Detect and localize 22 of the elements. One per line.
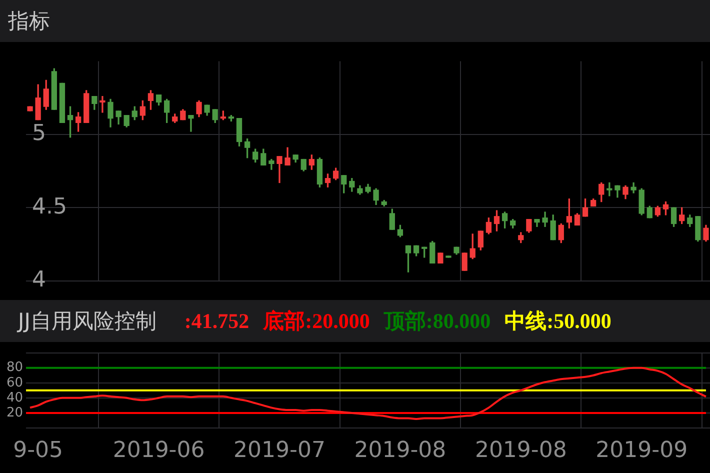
candlestick xyxy=(188,115,194,132)
ref-line-label: 中线:50.000 xyxy=(504,308,612,335)
x-tick-label: 2019-08 xyxy=(354,438,446,463)
x-tick-label: 9-05 xyxy=(13,438,64,463)
x-tick-label: 2019-09 xyxy=(596,438,688,463)
y-tick-label: 5 xyxy=(32,121,46,146)
y-tick-label: 4 xyxy=(32,268,46,293)
chart-title: 指标 xyxy=(8,8,50,35)
y-tick-label: 20 xyxy=(6,405,23,420)
y-tick-label: 4.5 xyxy=(32,194,67,220)
candlestick xyxy=(100,96,106,113)
ref-line-label: 底部:20.000 xyxy=(263,308,370,335)
x-tick-label: 2019-08 xyxy=(474,438,567,463)
x-tick-label: 2019-06 xyxy=(112,438,205,463)
y-tick-label: 40 xyxy=(6,390,23,406)
line-series xyxy=(29,366,707,420)
ref-line-label: 顶部:80.000 xyxy=(384,308,491,335)
y-tick-label: 60 xyxy=(6,375,23,390)
x-tick-label: 2019-07 xyxy=(234,438,326,463)
chart-title: JJ自用风险控制 xyxy=(18,308,156,335)
y-tick-label: 80 xyxy=(6,360,23,376)
text: :41.752 xyxy=(184,308,250,334)
